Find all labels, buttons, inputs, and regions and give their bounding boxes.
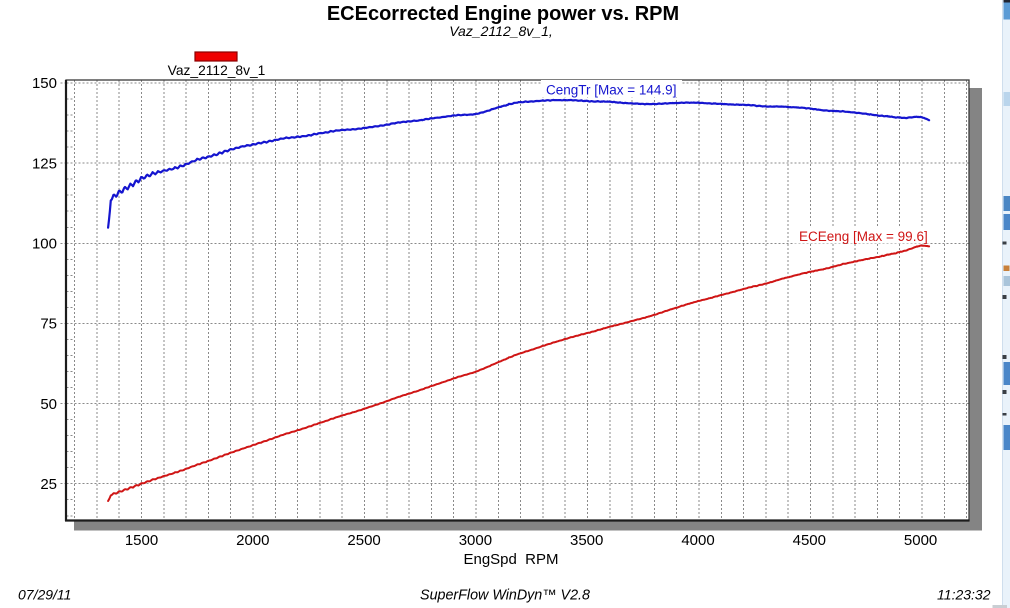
- svg-text:150: 150: [32, 75, 57, 92]
- svg-text:3500: 3500: [570, 532, 603, 549]
- svg-text:100: 100: [32, 236, 57, 253]
- svg-text:50: 50: [40, 396, 57, 413]
- svg-text:5000: 5000: [904, 532, 937, 549]
- svg-text:11:23:32: 11:23:32: [937, 587, 991, 603]
- svg-text:2000: 2000: [236, 532, 269, 549]
- svg-text:Vaz_2112_8v_1,: Vaz_2112_8v_1,: [449, 23, 553, 39]
- svg-text:EngSpd RPM: EngSpd RPM: [463, 551, 558, 568]
- svg-text:SuperFlow WinDyn™ V2.8: SuperFlow WinDyn™ V2.8: [420, 588, 590, 604]
- svg-text:1500: 1500: [125, 532, 158, 549]
- svg-text:25: 25: [40, 476, 57, 493]
- svg-text:07/29/11: 07/29/11: [18, 587, 71, 603]
- svg-text:ECEcorrected Engine power vs.: ECEcorrected Engine power vs. RPM: [327, 3, 679, 25]
- svg-text:CengTr [Max = 144.9]: CengTr [Max = 144.9]: [546, 83, 676, 98]
- svg-text:125: 125: [32, 155, 57, 172]
- svg-text:75: 75: [40, 316, 57, 333]
- svg-text:4000: 4000: [681, 532, 714, 549]
- svg-text:Vaz_2112_8v_1: Vaz_2112_8v_1: [168, 63, 266, 78]
- svg-text:3000: 3000: [459, 532, 492, 549]
- svg-text:4500: 4500: [793, 532, 826, 549]
- svg-text:ECEeng [Max = 99.6]: ECEeng [Max = 99.6]: [799, 229, 928, 244]
- svg-text:2500: 2500: [347, 532, 380, 549]
